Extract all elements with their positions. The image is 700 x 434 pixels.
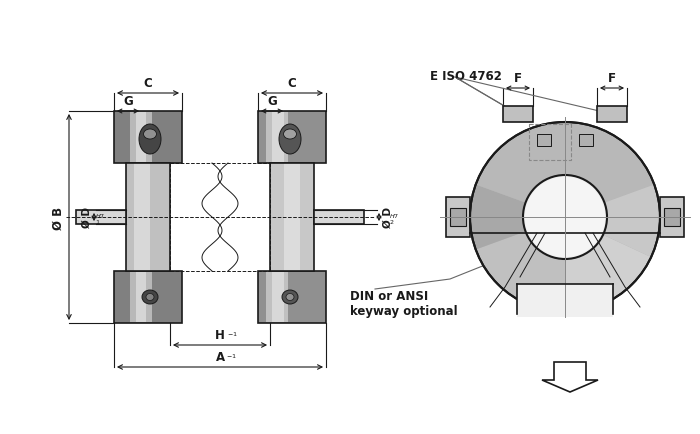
Bar [258,112,326,164]
Bar [114,112,182,164]
Bar [270,164,314,271]
Bar [136,113,146,163]
Ellipse shape [286,294,294,301]
Circle shape [523,176,607,260]
Wedge shape [565,217,651,312]
Bar [272,273,284,322]
Bar [272,113,284,163]
Circle shape [470,123,660,312]
Bar [258,112,326,164]
Bar [270,164,314,271]
Bar [517,284,613,317]
Text: Ø B: Ø B [52,206,65,229]
Bar [76,210,126,224]
Text: $_1^{H7}$: $_1^{H7}$ [95,212,105,227]
Bar [597,107,627,123]
Wedge shape [476,123,654,217]
Ellipse shape [142,290,158,304]
Bar [258,271,326,323]
Bar [266,273,288,322]
Text: G: G [123,95,133,108]
Bar [136,273,146,322]
Bar [126,164,170,271]
Bar [450,208,466,227]
Wedge shape [470,185,565,250]
Bar [579,135,593,147]
Bar [130,113,152,163]
Text: F: F [514,72,522,85]
Wedge shape [565,185,660,257]
Text: Ø D: Ø D [383,207,393,228]
Circle shape [525,178,605,257]
Text: $_2^{H7}$: $_2^{H7}$ [389,212,399,227]
Bar [266,113,288,163]
Ellipse shape [279,125,301,155]
Text: A: A [216,350,225,363]
Bar [503,107,533,123]
Text: keyway optional: keyway optional [350,304,458,317]
Bar [114,271,182,323]
Bar [134,164,150,271]
Text: G: G [267,95,277,108]
Bar [114,271,182,323]
Bar [664,208,680,227]
Text: $^{-1}$: $^{-1}$ [227,331,238,340]
Bar [314,210,364,224]
Bar [114,112,182,164]
Bar [529,125,571,161]
Text: H: H [215,328,225,341]
Wedge shape [476,217,565,312]
Ellipse shape [139,125,161,155]
Polygon shape [542,362,598,392]
Bar [284,164,300,271]
Bar [660,197,684,237]
Text: E ISO 4762: E ISO 4762 [430,70,502,83]
Ellipse shape [282,290,298,304]
Text: $^{-1}$: $^{-1}$ [226,353,237,362]
Bar [446,197,470,237]
Text: F: F [608,72,616,85]
Bar [126,164,170,271]
Text: C: C [288,77,296,90]
Bar [130,273,152,322]
Bar [258,271,326,323]
Text: Ø D: Ø D [82,207,92,228]
Ellipse shape [144,130,157,140]
Text: DIN or ANSI: DIN or ANSI [350,289,428,302]
Ellipse shape [284,130,297,140]
Ellipse shape [146,294,154,301]
Text: C: C [144,77,153,90]
Bar [537,135,551,147]
